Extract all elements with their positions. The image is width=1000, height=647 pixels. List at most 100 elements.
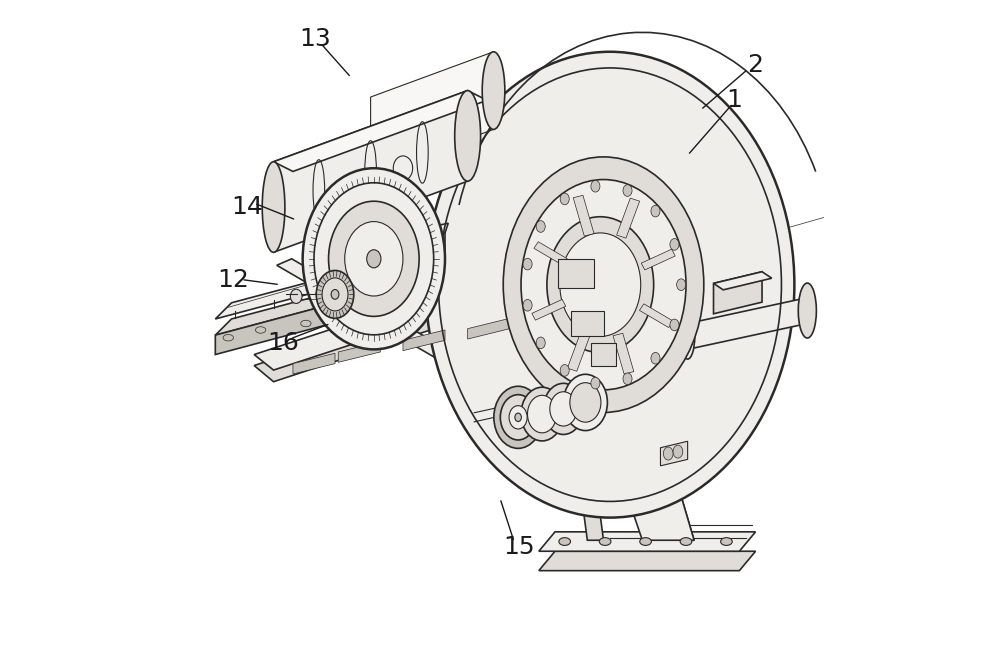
Text: 14: 14 — [232, 195, 264, 219]
Polygon shape — [591, 233, 694, 540]
Ellipse shape — [523, 300, 532, 311]
Ellipse shape — [521, 179, 686, 389]
Ellipse shape — [426, 52, 794, 518]
Ellipse shape — [599, 538, 611, 545]
Polygon shape — [403, 330, 445, 351]
Polygon shape — [591, 343, 616, 366]
Ellipse shape — [455, 91, 481, 181]
Ellipse shape — [494, 386, 542, 448]
Polygon shape — [552, 233, 694, 540]
Polygon shape — [641, 249, 675, 270]
Ellipse shape — [314, 183, 434, 335]
Ellipse shape — [536, 337, 545, 349]
Text: 13: 13 — [300, 27, 331, 51]
Polygon shape — [293, 353, 335, 374]
Polygon shape — [468, 318, 510, 339]
Ellipse shape — [547, 217, 654, 353]
Ellipse shape — [301, 320, 311, 327]
Ellipse shape — [331, 290, 339, 299]
Ellipse shape — [670, 319, 679, 331]
Polygon shape — [338, 342, 380, 362]
Polygon shape — [567, 331, 590, 371]
Polygon shape — [506, 246, 545, 259]
Text: 16: 16 — [267, 331, 299, 355]
Ellipse shape — [798, 283, 816, 338]
Polygon shape — [377, 233, 445, 283]
Text: 1: 1 — [726, 88, 742, 113]
Polygon shape — [254, 248, 597, 370]
Ellipse shape — [482, 52, 505, 129]
Polygon shape — [532, 300, 566, 320]
Ellipse shape — [651, 353, 660, 364]
Ellipse shape — [405, 234, 414, 247]
Ellipse shape — [721, 538, 732, 545]
Ellipse shape — [515, 413, 521, 422]
Ellipse shape — [570, 382, 601, 422]
Polygon shape — [519, 308, 561, 329]
Ellipse shape — [290, 289, 302, 303]
Polygon shape — [254, 259, 597, 382]
Ellipse shape — [670, 239, 679, 250]
Ellipse shape — [677, 279, 686, 291]
Polygon shape — [660, 441, 688, 466]
Ellipse shape — [623, 373, 632, 385]
Polygon shape — [688, 298, 807, 349]
Ellipse shape — [262, 162, 285, 252]
Ellipse shape — [651, 205, 660, 217]
Ellipse shape — [503, 157, 704, 413]
Polygon shape — [377, 223, 448, 247]
Polygon shape — [558, 259, 594, 288]
Ellipse shape — [316, 270, 354, 318]
Ellipse shape — [681, 314, 695, 359]
Ellipse shape — [680, 538, 692, 545]
Polygon shape — [571, 311, 604, 336]
Ellipse shape — [322, 278, 348, 311]
Polygon shape — [215, 262, 445, 335]
Polygon shape — [274, 91, 487, 171]
Polygon shape — [277, 259, 602, 446]
Ellipse shape — [591, 377, 600, 389]
Polygon shape — [552, 272, 604, 540]
Ellipse shape — [509, 406, 527, 429]
Ellipse shape — [563, 374, 607, 431]
Ellipse shape — [329, 201, 419, 316]
Ellipse shape — [523, 258, 532, 270]
Polygon shape — [534, 242, 568, 265]
Polygon shape — [639, 304, 673, 327]
Ellipse shape — [663, 447, 673, 460]
Ellipse shape — [550, 391, 577, 426]
Ellipse shape — [386, 260, 394, 270]
Text: 12: 12 — [217, 267, 249, 292]
Ellipse shape — [591, 181, 600, 192]
Polygon shape — [274, 91, 468, 252]
Ellipse shape — [406, 256, 413, 266]
Ellipse shape — [255, 327, 266, 333]
Ellipse shape — [367, 250, 381, 268]
Ellipse shape — [521, 387, 563, 441]
Ellipse shape — [560, 233, 641, 336]
Ellipse shape — [536, 221, 545, 232]
Ellipse shape — [303, 168, 445, 349]
Polygon shape — [539, 551, 756, 571]
Polygon shape — [506, 246, 539, 281]
Ellipse shape — [543, 383, 583, 435]
Text: 15: 15 — [504, 534, 535, 559]
Ellipse shape — [425, 251, 433, 261]
Ellipse shape — [372, 307, 382, 314]
Ellipse shape — [623, 184, 632, 196]
Polygon shape — [655, 285, 681, 311]
Polygon shape — [215, 246, 445, 319]
Ellipse shape — [640, 538, 651, 545]
Ellipse shape — [345, 221, 403, 296]
Ellipse shape — [223, 334, 233, 341]
Polygon shape — [215, 278, 429, 355]
Ellipse shape — [559, 538, 571, 545]
Polygon shape — [613, 333, 634, 374]
Ellipse shape — [385, 238, 395, 251]
Ellipse shape — [560, 365, 569, 377]
Polygon shape — [371, 52, 494, 175]
Polygon shape — [617, 198, 640, 238]
Polygon shape — [714, 272, 762, 314]
Ellipse shape — [500, 395, 536, 440]
Ellipse shape — [560, 193, 569, 204]
